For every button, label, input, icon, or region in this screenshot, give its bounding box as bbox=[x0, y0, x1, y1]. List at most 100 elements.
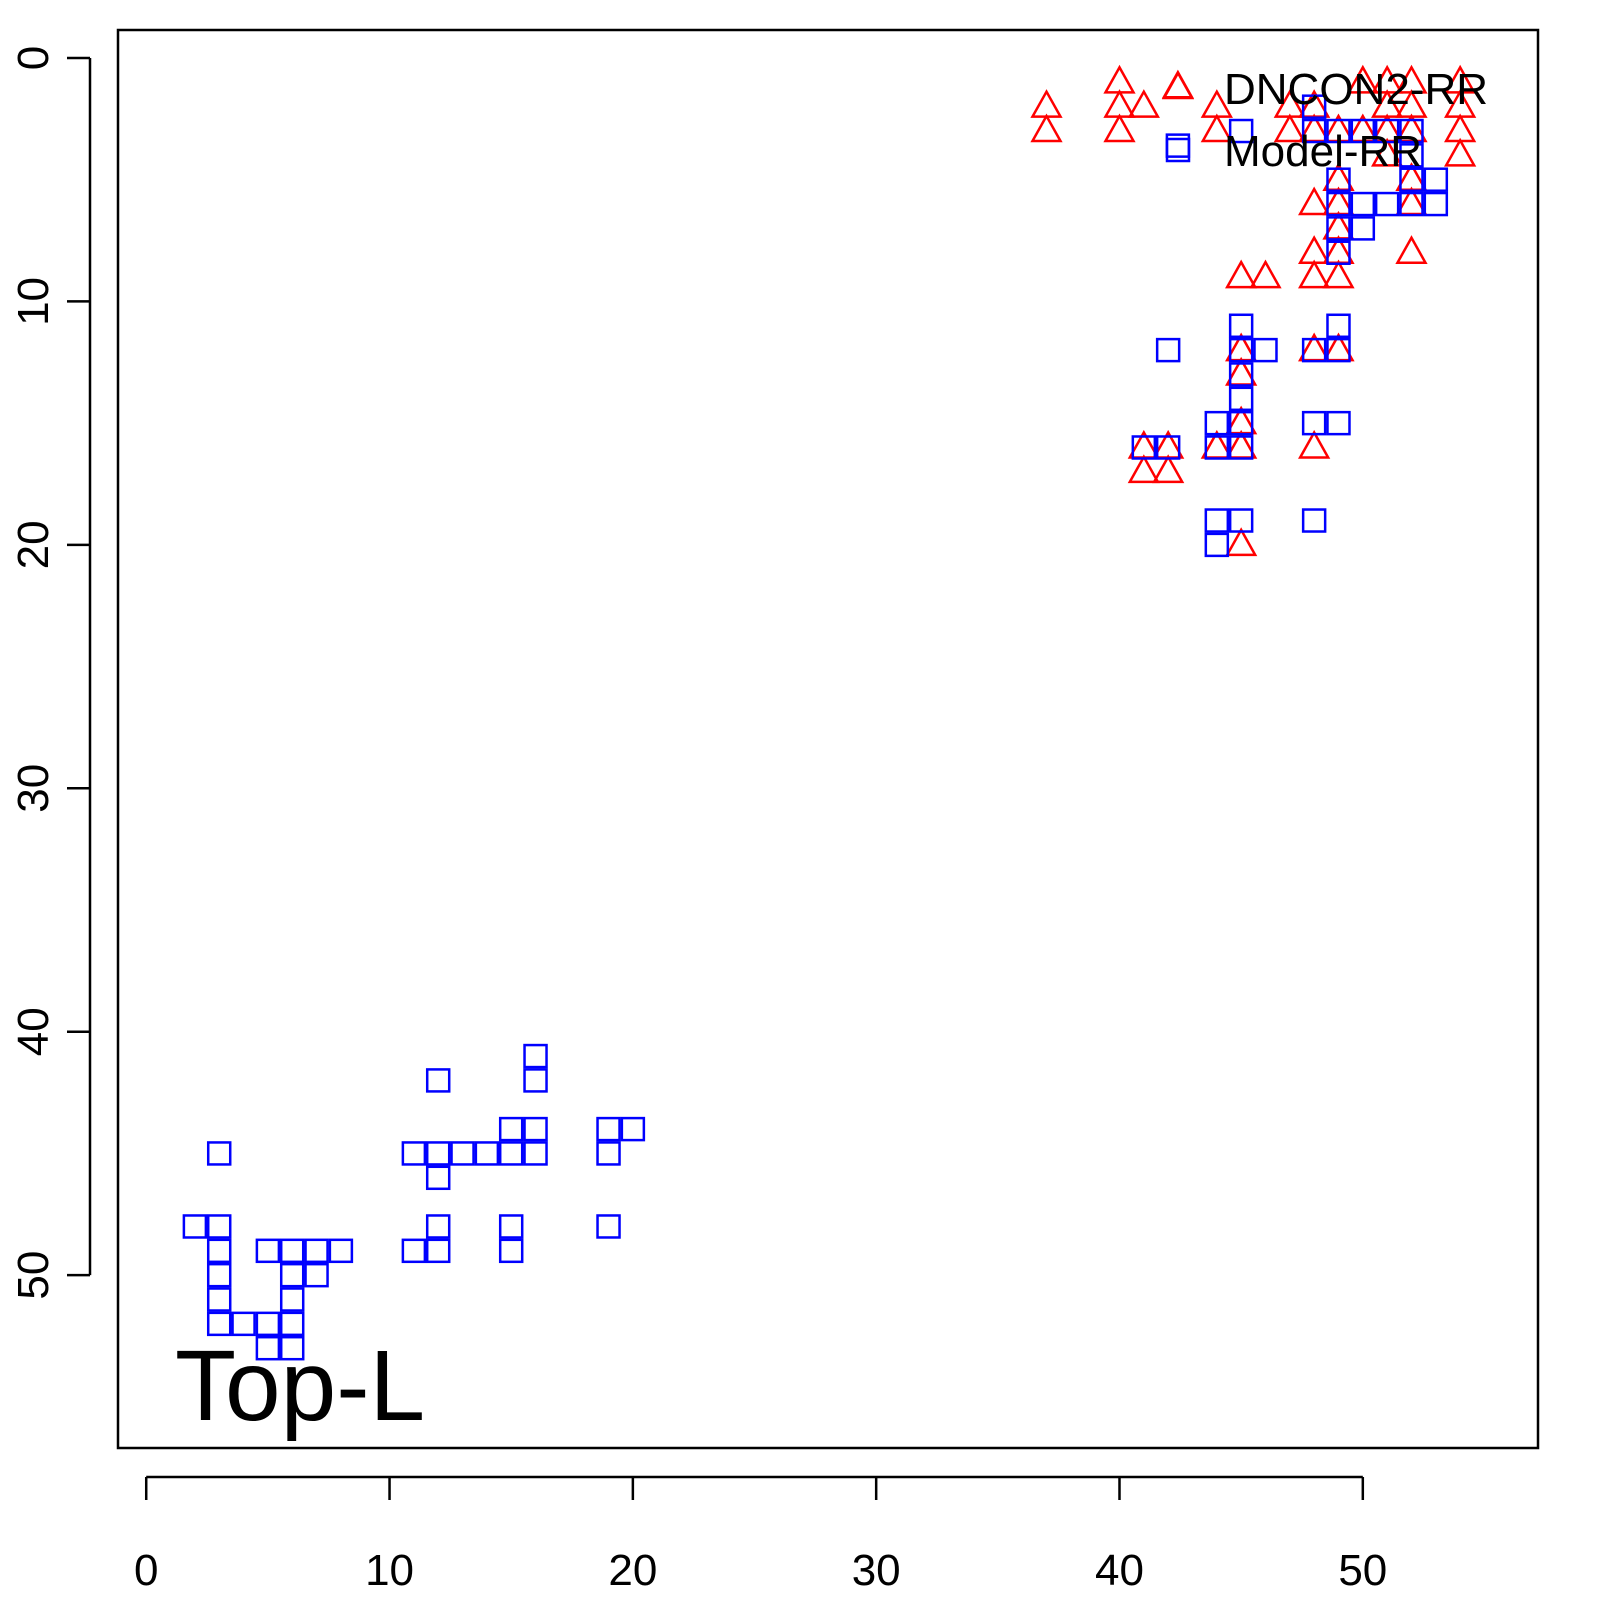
point bbox=[1301, 337, 1327, 363]
point bbox=[425, 1214, 451, 1239]
point bbox=[1326, 191, 1351, 217]
point bbox=[1326, 313, 1351, 339]
point bbox=[279, 1238, 305, 1264]
point bbox=[1155, 337, 1181, 363]
point bbox=[1399, 118, 1424, 144]
x-tick-label: 10 bbox=[365, 1546, 414, 1595]
point bbox=[1228, 118, 1254, 144]
point bbox=[523, 1068, 548, 1093]
point bbox=[1444, 113, 1477, 143]
point bbox=[1346, 64, 1379, 94]
point bbox=[1127, 454, 1160, 484]
point bbox=[1371, 137, 1404, 167]
legend-label: DNCON2-RR bbox=[1224, 65, 1488, 114]
y-tick-label: 0 bbox=[9, 46, 58, 70]
point bbox=[425, 1141, 451, 1166]
point bbox=[1228, 410, 1254, 436]
point bbox=[206, 1141, 232, 1166]
point bbox=[1204, 410, 1230, 436]
point bbox=[1127, 89, 1160, 118]
point bbox=[620, 1116, 646, 1142]
point bbox=[1298, 186, 1331, 216]
point bbox=[1204, 435, 1230, 460]
legend-label: Model-RR bbox=[1224, 127, 1422, 176]
x-tick-label: 0 bbox=[134, 1546, 158, 1595]
point bbox=[1326, 167, 1351, 192]
y-tick-label: 10 bbox=[9, 277, 58, 326]
legend-marker bbox=[1161, 70, 1195, 100]
point bbox=[1228, 386, 1254, 412]
x-tick-label: 40 bbox=[1095, 1546, 1144, 1595]
point bbox=[1228, 435, 1254, 460]
point bbox=[1161, 69, 1195, 99]
point bbox=[279, 1287, 305, 1312]
point bbox=[1030, 113, 1063, 143]
point bbox=[1030, 89, 1063, 118]
point bbox=[498, 1238, 524, 1264]
point bbox=[425, 1068, 451, 1093]
point bbox=[1301, 118, 1327, 144]
point bbox=[279, 1311, 305, 1337]
point bbox=[1301, 410, 1327, 436]
point bbox=[498, 1116, 524, 1142]
point bbox=[1103, 64, 1136, 94]
point bbox=[279, 1335, 305, 1361]
point bbox=[1228, 313, 1254, 339]
point bbox=[1204, 508, 1230, 533]
y-tick-label: 20 bbox=[9, 520, 58, 569]
point bbox=[1225, 259, 1258, 289]
annotation: Top-L bbox=[175, 1330, 425, 1442]
point bbox=[206, 1238, 232, 1264]
point bbox=[304, 1262, 329, 1288]
point bbox=[523, 1141, 548, 1166]
point bbox=[1326, 240, 1351, 265]
point bbox=[498, 1214, 524, 1239]
point bbox=[231, 1311, 256, 1337]
point bbox=[596, 1214, 621, 1239]
point bbox=[206, 1262, 232, 1288]
point bbox=[206, 1287, 232, 1312]
point bbox=[206, 1311, 232, 1337]
y-tick-label: 40 bbox=[9, 1007, 58, 1056]
point bbox=[1326, 118, 1351, 144]
y-tick-label: 50 bbox=[9, 1251, 58, 1300]
point bbox=[255, 1335, 281, 1361]
point bbox=[1273, 113, 1306, 143]
point bbox=[1350, 191, 1376, 217]
point bbox=[1423, 191, 1449, 217]
point bbox=[1374, 118, 1400, 144]
point bbox=[1155, 435, 1181, 460]
point bbox=[1103, 89, 1136, 118]
point bbox=[304, 1238, 329, 1264]
point bbox=[1399, 191, 1424, 217]
point bbox=[498, 1141, 524, 1166]
point bbox=[1350, 118, 1376, 144]
point bbox=[425, 1165, 451, 1191]
point bbox=[1298, 235, 1331, 264]
point bbox=[1301, 94, 1327, 119]
point bbox=[279, 1262, 305, 1288]
point bbox=[1253, 337, 1278, 363]
plot-frame bbox=[116, 28, 1540, 1450]
point bbox=[1399, 167, 1424, 192]
point bbox=[255, 1311, 281, 1337]
point bbox=[1298, 259, 1331, 289]
point bbox=[1395, 235, 1428, 264]
point bbox=[1322, 259, 1355, 289]
point bbox=[1399, 143, 1424, 168]
point bbox=[1131, 435, 1157, 460]
point bbox=[1200, 113, 1233, 143]
point bbox=[206, 1214, 232, 1239]
point bbox=[450, 1141, 475, 1166]
point bbox=[474, 1141, 500, 1166]
point bbox=[523, 1116, 548, 1142]
point bbox=[1326, 410, 1351, 436]
point bbox=[523, 1043, 548, 1069]
point bbox=[1350, 216, 1376, 241]
point bbox=[1228, 362, 1254, 387]
point bbox=[1228, 337, 1254, 363]
point bbox=[1228, 508, 1254, 533]
point bbox=[1444, 137, 1477, 167]
